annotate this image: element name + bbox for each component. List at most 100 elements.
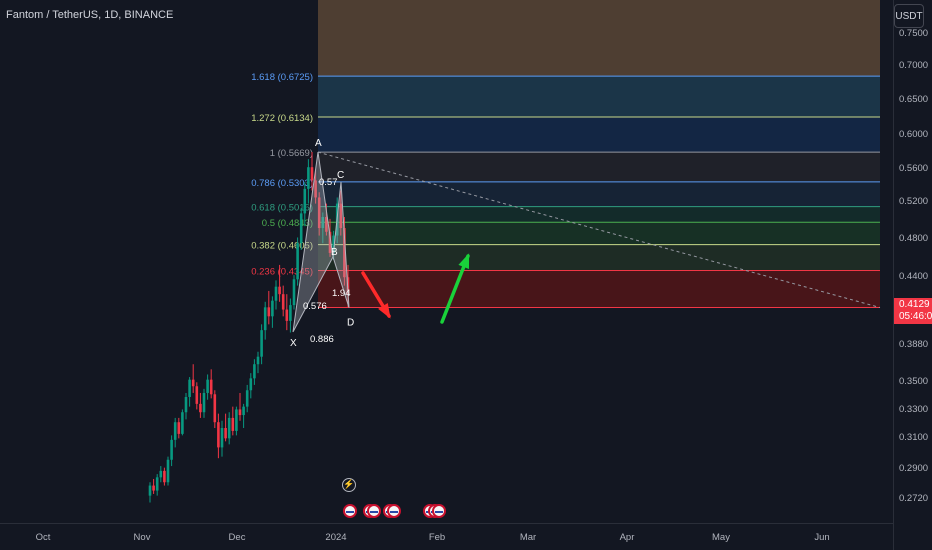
candle-body[interactable] bbox=[173, 422, 177, 440]
candle-body[interactable] bbox=[159, 470, 163, 478]
candle-body[interactable] bbox=[292, 279, 296, 306]
ratio-xab: 0.576 bbox=[303, 301, 327, 312]
ratio-abc: 0.57 bbox=[319, 177, 338, 188]
candle-body[interactable] bbox=[148, 485, 152, 496]
fib-level-label: 0.618 (0.5016) bbox=[251, 203, 313, 214]
down-arrow-head bbox=[378, 303, 391, 319]
candle-body[interactable] bbox=[299, 213, 303, 244]
candle-body[interactable] bbox=[310, 167, 314, 181]
candle-body[interactable] bbox=[289, 305, 292, 321]
us-flag-icon[interactable] bbox=[387, 504, 401, 518]
us-flag-icon[interactable] bbox=[343, 504, 357, 518]
fib-level-label: 0.786 (0.5303) bbox=[251, 178, 313, 189]
candle-body[interactable] bbox=[242, 406, 245, 416]
candle-body[interactable] bbox=[209, 379, 213, 395]
up-arrow bbox=[440, 254, 470, 324]
price-tick-label: 0.4400 bbox=[899, 271, 928, 282]
candle-body[interactable] bbox=[281, 294, 285, 310]
fib-level-label: 1.272 (0.6134) bbox=[251, 113, 313, 124]
candle-body[interactable] bbox=[199, 403, 202, 413]
price-tick-label: 0.2720 bbox=[899, 493, 928, 504]
candle-body[interactable] bbox=[339, 203, 343, 229]
candle-body[interactable] bbox=[195, 386, 199, 404]
trend-line bbox=[317, 151, 881, 309]
last-price-tag: 0.4129 05:46:03 bbox=[894, 298, 932, 324]
price-tick-label: 0.6000 bbox=[899, 129, 928, 140]
candle-body[interactable] bbox=[303, 188, 307, 214]
candle-body[interactable] bbox=[321, 217, 325, 229]
price-tick-label: 0.5600 bbox=[899, 163, 928, 174]
candle-body[interactable] bbox=[260, 330, 263, 357]
candle-body[interactable] bbox=[296, 243, 299, 280]
candle-body[interactable] bbox=[245, 390, 249, 407]
time-tick-label: Jun bbox=[814, 532, 829, 543]
candle-body[interactable] bbox=[217, 422, 220, 448]
candle-body[interactable] bbox=[267, 307, 271, 317]
time-tick-label: Apr bbox=[620, 532, 635, 543]
countdown-timer: 05:46:03 bbox=[899, 311, 932, 322]
us-flag-icon[interactable] bbox=[367, 504, 381, 518]
candle-body[interactable] bbox=[224, 428, 227, 439]
candle-body[interactable] bbox=[274, 286, 278, 301]
candle-body[interactable] bbox=[307, 167, 310, 189]
pattern-point-d: D bbox=[347, 318, 354, 329]
candle-body[interactable] bbox=[155, 477, 159, 491]
candle-body[interactable] bbox=[249, 378, 253, 391]
candle-body[interactable] bbox=[170, 439, 173, 460]
price-tick-label: 0.3100 bbox=[899, 432, 928, 443]
price-tick-label: 0.7500 bbox=[899, 28, 928, 39]
fib-level-label: 1 (0.5669) bbox=[270, 148, 313, 159]
pattern-point-a: A bbox=[315, 138, 322, 149]
candle-body[interactable] bbox=[177, 422, 181, 434]
candle-body[interactable] bbox=[271, 300, 274, 317]
fib-zone bbox=[318, 270, 880, 308]
lightning-icon[interactable]: ⚡ bbox=[342, 478, 356, 492]
candle-body[interactable] bbox=[181, 412, 184, 434]
time-tick-label: Mar bbox=[520, 532, 536, 543]
price-tick-label: 0.3300 bbox=[899, 404, 928, 415]
price-tick-label: 0.3500 bbox=[899, 376, 928, 387]
candle-body[interactable] bbox=[163, 470, 166, 483]
candle-body[interactable] bbox=[314, 180, 317, 198]
candle-body[interactable] bbox=[213, 394, 217, 423]
price-tick-label: 0.4800 bbox=[899, 233, 928, 244]
last-price-value: 0.4129 bbox=[899, 299, 930, 310]
candle-body[interactable] bbox=[238, 409, 242, 416]
price-tick-label: 0.3880 bbox=[899, 339, 928, 350]
candle-body[interactable] bbox=[202, 392, 206, 413]
pattern-point-c: C bbox=[337, 170, 344, 181]
candle-body[interactable] bbox=[317, 197, 321, 229]
price-tick-label: 0.7000 bbox=[899, 60, 928, 71]
symbol-title: Fantom / TetherUS, 1D, BINANCE bbox=[6, 9, 174, 21]
candle-body[interactable] bbox=[278, 286, 281, 295]
time-tick-label: Nov bbox=[134, 532, 151, 543]
candle-body[interactable] bbox=[166, 459, 170, 483]
time-tick-label: May bbox=[712, 532, 730, 543]
candle-body[interactable] bbox=[188, 379, 191, 398]
fib-level-label: 0.236 (0.4345) bbox=[251, 267, 313, 278]
candle-body[interactable] bbox=[253, 364, 256, 379]
candle-body[interactable] bbox=[328, 231, 332, 253]
candle-body[interactable] bbox=[220, 428, 224, 448]
candle-body[interactable] bbox=[263, 307, 267, 331]
candle-body[interactable] bbox=[227, 417, 231, 439]
candle-body[interactable] bbox=[231, 417, 235, 431]
us-flag-icon[interactable] bbox=[432, 504, 446, 518]
fib-zone bbox=[318, 152, 880, 182]
candle-body[interactable] bbox=[184, 397, 188, 413]
fib-zone bbox=[318, 76, 880, 118]
candle-body[interactable] bbox=[256, 356, 260, 365]
candle-body[interactable] bbox=[343, 228, 346, 278]
currency-button[interactable]: USDT bbox=[894, 4, 924, 28]
candle-body[interactable] bbox=[285, 309, 289, 321]
candle-body[interactable] bbox=[191, 379, 195, 387]
candle-body[interactable] bbox=[325, 217, 328, 232]
time-tick-label: 2024 bbox=[325, 532, 346, 543]
candle-body[interactable] bbox=[332, 235, 335, 253]
candle-body[interactable] bbox=[235, 409, 238, 431]
candle-body[interactable] bbox=[152, 485, 155, 491]
pattern-triangle-xab bbox=[292, 152, 334, 333]
candle-body[interactable] bbox=[206, 379, 209, 393]
fib-zone bbox=[318, 0, 880, 77]
